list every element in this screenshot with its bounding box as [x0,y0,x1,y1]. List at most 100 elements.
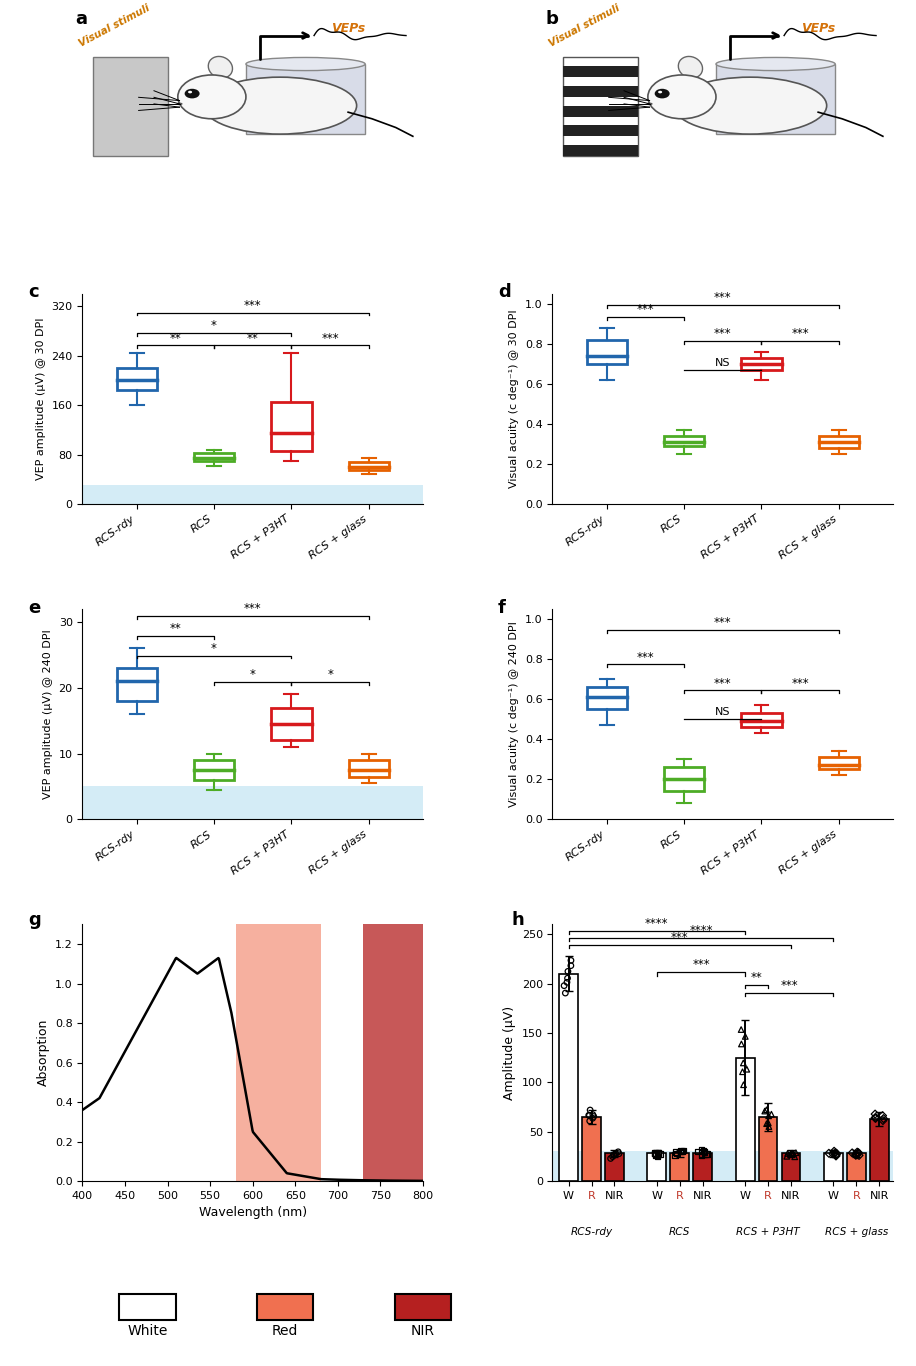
Point [604,1147,618,1169]
Text: ***: *** [244,299,262,311]
Bar [271,402,311,452]
Point [852,1145,867,1167]
Bar [349,759,389,776]
Bar [559,974,578,1182]
Bar [664,768,704,791]
Point [868,1106,883,1128]
Text: VEPs: VEPs [801,22,835,36]
Point [650,1143,665,1165]
Point [563,949,578,971]
Bar [271,708,311,740]
Text: ***: *** [637,650,654,664]
Point [736,1052,750,1074]
Text: NIR: NIR [411,1324,435,1337]
Text: Red: Red [272,1324,299,1337]
Text: d: d [498,283,511,302]
Circle shape [658,90,662,93]
Y-axis label: VEP amplitude (μV) @ 240 DPI: VEP amplitude (μV) @ 240 DPI [43,630,53,799]
Point [759,1113,774,1135]
Ellipse shape [203,76,356,134]
Y-axis label: Absorption: Absorption [37,1019,49,1086]
Text: Visual stimuli: Visual stimuli [78,3,152,49]
Point [608,1143,623,1165]
Text: *: * [211,320,217,332]
Bar [235,925,321,1182]
Point [739,1059,754,1081]
Bar [847,1153,866,1182]
Text: b: b [546,10,559,29]
Bar [819,436,859,448]
Point [867,1106,882,1128]
Point [585,1104,600,1126]
Text: a: a [76,10,88,29]
Bar [82,787,423,820]
Point [758,1100,772,1121]
Text: **: ** [247,332,258,344]
Point [561,967,575,989]
Point [648,1142,662,1164]
Ellipse shape [716,57,835,71]
Text: ***: *** [780,979,798,992]
Text: ***: *** [322,332,339,344]
Bar [256,1294,313,1321]
Point [850,1143,865,1165]
Text: ***: *** [791,328,809,340]
Bar [605,1153,624,1182]
Point [605,1146,620,1168]
Text: RCS: RCS [669,1228,691,1238]
Point [827,1141,842,1162]
Text: ***: *** [714,676,732,690]
Point [700,1143,714,1165]
Point [582,1104,596,1126]
Point [673,1141,688,1162]
Point [560,971,574,993]
Point [734,1019,748,1041]
Point [876,1105,890,1127]
Circle shape [655,89,670,98]
Point [674,1139,689,1161]
Ellipse shape [648,75,716,119]
Bar [562,105,638,116]
Y-axis label: Visual acuity (c deg⁻¹) @ 240 DPI: Visual acuity (c deg⁻¹) @ 240 DPI [509,622,519,807]
Point [788,1146,802,1168]
Text: ***: *** [637,303,654,317]
Text: *: * [250,668,256,682]
Text: ***: *** [714,291,732,305]
Point [676,1139,691,1161]
Bar [245,64,365,134]
Point [828,1142,843,1164]
Point [651,1142,666,1164]
Point [876,1109,890,1131]
Point [761,1112,776,1134]
Circle shape [185,89,200,98]
Point [736,1074,751,1096]
Point [699,1143,714,1165]
Point [759,1098,774,1120]
Point [648,1142,662,1164]
Point [557,975,572,997]
Bar [194,759,234,780]
Text: RCS-rdy: RCS-rdy [571,1228,613,1238]
Point [761,1105,776,1127]
Point [825,1143,840,1165]
Y-axis label: Amplitude (μV): Amplitude (μV) [503,1005,516,1100]
Bar [93,57,168,156]
Point [611,1141,626,1162]
Text: NS: NS [715,708,731,717]
Point [561,960,575,982]
Bar [582,1117,601,1182]
Point [845,1142,859,1164]
Text: **: ** [169,332,181,344]
Text: ***: *** [671,930,689,944]
Ellipse shape [178,75,245,119]
Bar [364,925,423,1182]
Bar [82,485,423,504]
Y-axis label: Visual acuity (c deg⁻¹) @ 30 DPI: Visual acuity (c deg⁻¹) @ 30 DPI [509,310,519,488]
Text: ***: *** [244,602,262,615]
Ellipse shape [245,57,365,71]
Circle shape [188,90,192,93]
Text: *: * [211,642,217,654]
Point [850,1141,865,1162]
Point [851,1142,866,1164]
Y-axis label: VEP amplitude (μV) @ 30 DPI: VEP amplitude (μV) @ 30 DPI [36,318,46,481]
